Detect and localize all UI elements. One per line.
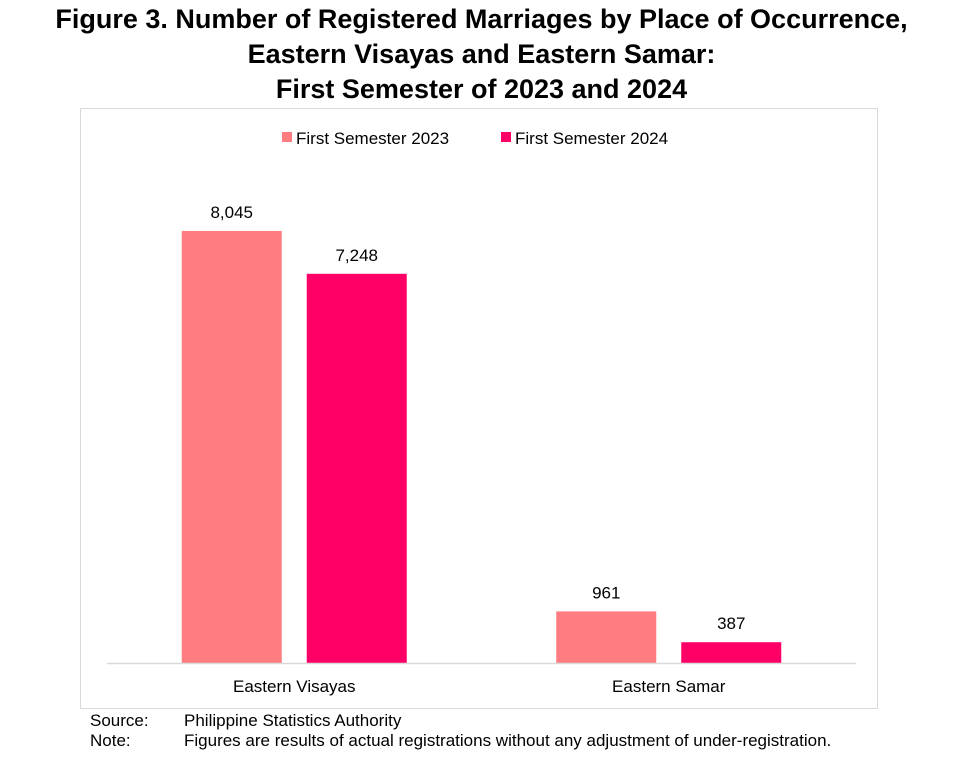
data-label-1-1: 8,045 xyxy=(210,203,253,222)
bar-1-2 xyxy=(556,611,657,663)
note-row: Note: Figures are results of actual regi… xyxy=(90,731,831,751)
chart-title: Figure 3. Number of Registered Marriages… xyxy=(0,2,963,107)
bar-1-1 xyxy=(181,231,282,663)
data-label-2-2: 387 xyxy=(717,614,745,633)
chart-title-line-3: First Semester of 2023 and 2024 xyxy=(275,74,688,104)
category-label-2: Eastern Samar xyxy=(612,677,726,696)
footnotes: Source: Philippine Statistics Authority … xyxy=(90,711,831,751)
note-label: Note: xyxy=(90,731,131,750)
source-text: Philippine Statistics Authority xyxy=(184,711,402,730)
bar-2-1 xyxy=(306,273,407,663)
source-label: Source: xyxy=(90,711,149,730)
bar-2-2 xyxy=(681,642,782,663)
source-row: Source: Philippine Statistics Authority xyxy=(90,711,831,731)
note-text: Figures are results of actual registrati… xyxy=(184,731,832,750)
legend-label-1: First Semester 2023 xyxy=(296,129,449,148)
chart-area-border xyxy=(80,108,878,709)
legend-swatch-2 xyxy=(501,132,511,142)
data-label-1-2: 961 xyxy=(592,583,620,602)
chart-title-line-2: Eastern Visayas and Eastern Samar: xyxy=(247,39,716,69)
category-label-1: Eastern Visayas xyxy=(233,677,356,696)
legend-label-2: First Semester 2024 xyxy=(515,129,668,148)
legend-swatch-1 xyxy=(282,132,292,142)
chart-title-line-1: Figure 3. Number of Registered Marriages… xyxy=(55,4,908,34)
data-label-2-1: 7,248 xyxy=(335,246,378,265)
